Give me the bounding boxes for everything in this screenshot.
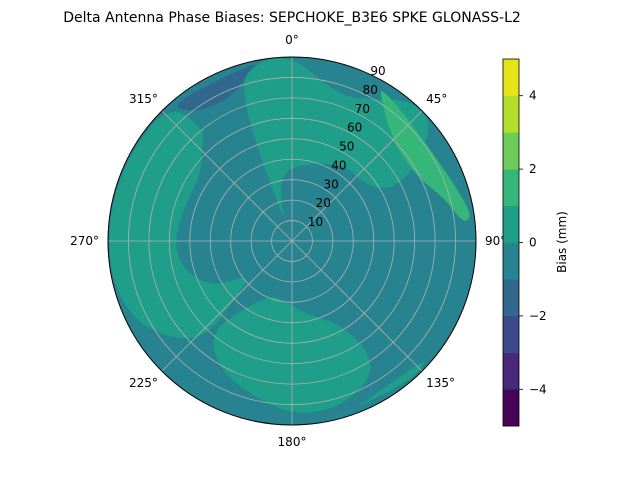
radial-tick-label: 70 <box>355 102 370 116</box>
azimuth-tick-label: 90° <box>485 234 506 248</box>
colorbar-tick-label: −4 <box>529 382 547 396</box>
azimuth-gridline <box>161 240 293 372</box>
azimuth-tick-label: 270° <box>70 234 99 248</box>
chart-title: Delta Antenna Phase Biases: SEPCHOKE_B3E… <box>63 10 521 26</box>
colorbar-swatch <box>503 352 519 390</box>
radial-tick-labels: 10 20 30 40 50 60 70 80 90 <box>308 64 386 229</box>
radial-tick-label: 40 <box>331 158 346 172</box>
radial-tick-label: 50 <box>339 140 354 154</box>
radial-tick-label: 80 <box>363 83 378 97</box>
colorbar-tick-label: 4 <box>529 89 537 103</box>
contour-region <box>380 91 470 221</box>
colorbar-swatch <box>503 169 519 207</box>
azimuth-tick-label: 225° <box>129 376 158 390</box>
azimuth-tick-label: 45° <box>426 92 447 106</box>
colorbar-swatch <box>503 132 519 170</box>
polar-plot: 10 20 30 40 50 60 70 80 90 0° 45° 90° 135° 180° 225° 2… <box>70 33 506 449</box>
contour-region <box>109 112 247 339</box>
colorbar-swatch <box>503 279 519 317</box>
colorbar-tick-label: 0 <box>529 236 537 250</box>
radial-tick-label: 10 <box>308 215 323 229</box>
colorbar-ticks: −4 −2 0 2 4 <box>519 89 547 396</box>
contour-region <box>334 361 425 418</box>
azimuth-tick-label: 180° <box>278 435 307 449</box>
colorbar-label: Bias (mm) <box>555 211 569 273</box>
colorbar-swatch <box>503 315 519 353</box>
colorbar-swatches <box>503 59 519 427</box>
colorbar: −4 −2 0 2 4 Bias (mm) <box>502 58 569 427</box>
colorbar-tick-label: −2 <box>529 309 547 323</box>
colorbar-swatch <box>503 389 519 427</box>
polar-frame <box>107 56 477 426</box>
colorbar-swatch <box>503 95 519 133</box>
radial-tick-label: 90 <box>370 64 385 78</box>
azimuth-gridline <box>291 240 423 372</box>
azimuth-tick-label: 135° <box>426 376 455 390</box>
polar-grid <box>107 56 477 426</box>
radial-tick-label: 60 <box>347 121 362 135</box>
colorbar-swatch <box>503 205 519 243</box>
azimuth-tick-labels: 0° 45° 90° 135° 180° 225° 270° 315° <box>70 33 506 449</box>
colorbar-swatch <box>503 242 519 280</box>
azimuth-tick-label: 0° <box>285 33 299 47</box>
colorbar-swatch <box>503 59 519 96</box>
radial-tick-label: 20 <box>316 196 331 210</box>
azimuth-gridline <box>291 110 423 242</box>
azimuth-tick-label: 315° <box>129 92 158 106</box>
azimuth-gridline <box>161 110 293 242</box>
contour-region <box>177 64 255 111</box>
radial-tick-label: 30 <box>323 177 338 191</box>
colorbar-tick-label: 2 <box>529 162 537 176</box>
